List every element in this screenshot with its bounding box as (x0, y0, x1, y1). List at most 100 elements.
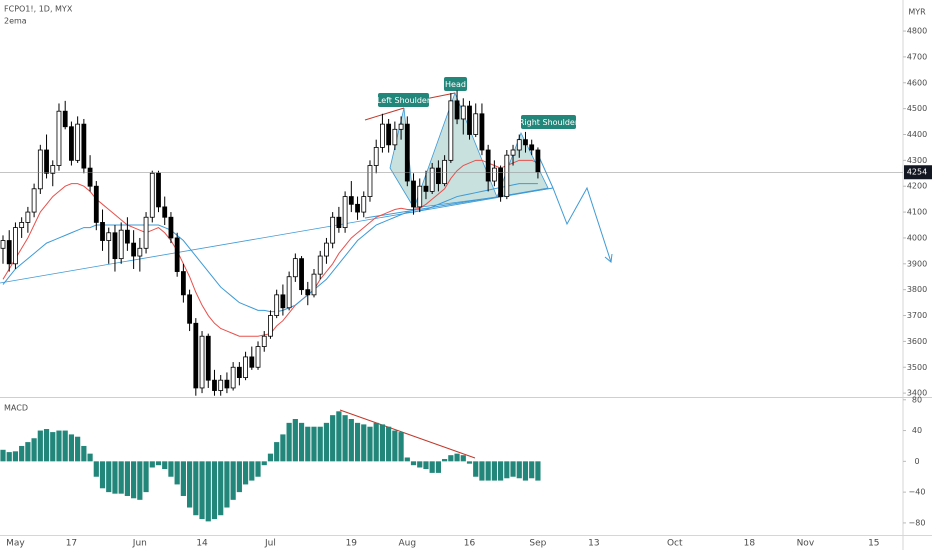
y-tick-label: 4100 (907, 208, 927, 217)
histogram-bar (442, 459, 448, 462)
candle-body (205, 335, 211, 381)
histogram-bar (249, 461, 255, 481)
projection-arrow (604, 253, 613, 263)
candle-body (261, 335, 267, 347)
histogram-bar (460, 455, 466, 462)
candle-body (187, 294, 193, 324)
histogram-bar (118, 461, 124, 494)
histogram-bar (193, 461, 199, 516)
y-tick-label: 4200 (907, 182, 927, 191)
annotation-box (444, 77, 467, 91)
candle-body (224, 379, 230, 389)
macd-divergence-line (339, 409, 476, 459)
x-tick-label: Nov (797, 539, 815, 549)
indicator-label: 2ema (4, 17, 27, 26)
candle-body (485, 149, 491, 182)
chart-title: FCPO1!, 1D, MYX (4, 5, 73, 14)
candle-body (50, 165, 56, 174)
histogram-bar (261, 461, 267, 466)
histogram-bar (25, 442, 31, 462)
histogram-bar (504, 461, 510, 479)
histogram-bar (137, 461, 143, 500)
candle-body (392, 128, 398, 146)
candle-body (174, 237, 180, 272)
annotation-box (378, 93, 429, 107)
candle-body (112, 232, 118, 260)
histogram-bar (311, 426, 317, 462)
candle-body (25, 211, 31, 223)
histogram-bar (187, 461, 193, 508)
head-shape (413, 91, 498, 209)
candle-body (286, 276, 292, 309)
candle-body (523, 139, 528, 146)
histogram-bar (330, 415, 336, 462)
histogram-bar (516, 461, 522, 479)
x-tick-label: 16 (464, 539, 476, 549)
candle-body (498, 167, 504, 197)
candle-body (467, 105, 472, 135)
histogram-bar (124, 461, 130, 496)
histogram-bar (236, 461, 242, 493)
candle-body (510, 149, 516, 156)
candle-body (423, 185, 429, 192)
candle-body (280, 294, 286, 309)
histogram-bar (305, 426, 311, 462)
x-tick-label: Jul (264, 539, 276, 549)
annotation-box (521, 115, 576, 129)
histogram-bar (348, 419, 354, 462)
y-tick-label: 3700 (907, 311, 927, 320)
histogram-bar (99, 461, 106, 489)
histogram-bar (87, 453, 93, 462)
candle-body (268, 315, 273, 337)
histogram-bar (143, 461, 149, 493)
candle-body (62, 110, 68, 128)
histogram-bar (398, 432, 404, 462)
candle-body (149, 172, 155, 218)
candle-body (491, 167, 497, 182)
candle-body (380, 123, 385, 148)
y-tick-label: 3600 (907, 337, 927, 346)
histogram-bar (479, 461, 485, 481)
last-price-box (904, 165, 932, 180)
histogram-bar (242, 461, 249, 485)
candle-body (330, 216, 336, 244)
histogram-bar (106, 461, 112, 493)
histogram-bar (379, 424, 386, 462)
x-tick-label: 18 (744, 539, 756, 549)
candle-body (162, 206, 168, 218)
histogram-bar (180, 461, 186, 496)
histogram-bar (354, 422, 361, 462)
candle-body (411, 180, 416, 208)
y-tick-label: 4400 (907, 130, 927, 139)
candle-body (243, 356, 248, 379)
candle-body (473, 113, 479, 135)
histogram-bar (404, 457, 410, 462)
candle-body (386, 123, 392, 146)
candle-body (355, 203, 360, 213)
histogram-bar (336, 411, 342, 462)
currency-label: MYR (908, 8, 926, 17)
histogram-bar (386, 426, 392, 462)
histogram-bar (286, 422, 292, 462)
candle-body (156, 172, 161, 208)
candle-body (212, 379, 217, 391)
candle-body (193, 322, 199, 389)
histogram-bar (292, 419, 298, 462)
histogram-bar (230, 461, 236, 500)
candle-body (535, 149, 541, 173)
histogram-bar (498, 461, 504, 481)
histogram-bar (429, 461, 435, 473)
candle-body (361, 196, 367, 213)
histogram-bar (81, 445, 87, 462)
candle-body (180, 271, 186, 296)
y-tick-label: −80 (909, 518, 926, 527)
candle-body (56, 110, 62, 166)
histogram-bar (361, 424, 367, 462)
candle-body (118, 229, 124, 260)
neckline (364, 187, 554, 219)
histogram-bar (529, 461, 535, 479)
histogram-bar (342, 415, 348, 462)
y-tick-label: 4300 (907, 156, 927, 165)
candle-body (529, 144, 535, 151)
